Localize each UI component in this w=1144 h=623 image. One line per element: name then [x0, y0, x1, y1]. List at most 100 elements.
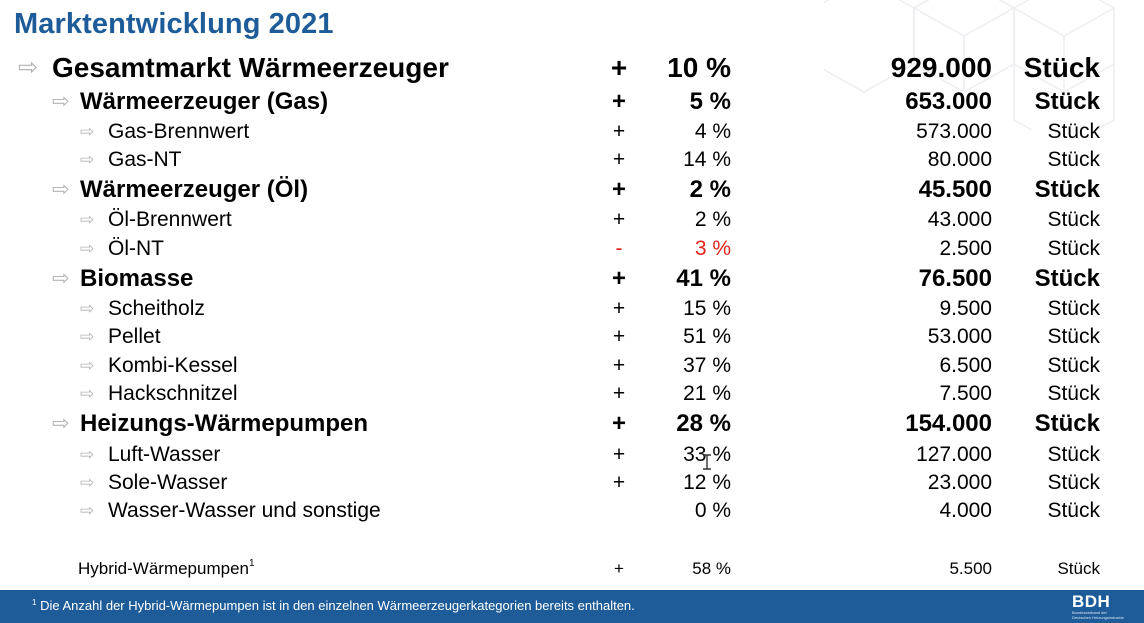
row-sign: + [612, 148, 626, 171]
row-label: Wasser-Wasser und sonstige [108, 499, 381, 522]
footer-bar: 1 Die Anzahl der Hybrid-Wärmepumpen ist … [0, 590, 1144, 623]
table-row: ⇨ Gas-Brennwert + 4 % 573.000 Stück [0, 117, 1144, 147]
row-sign: + [611, 176, 626, 203]
row-unit: Stück [1047, 297, 1100, 320]
row-value: 929.000 [890, 52, 992, 83]
row-sign: + [611, 88, 626, 115]
row-percent: 3 % [694, 237, 731, 260]
row-label: Heizungs-Wärmepumpen [80, 410, 369, 437]
row-label: Hackschnitzel [108, 382, 238, 405]
table-row: ⇨ Öl-Brennwert + 2 % 43.000 Stück [0, 205, 1144, 235]
arrow-right-icon: ⇨ [52, 178, 70, 201]
row-sign: - [615, 237, 623, 260]
row-label: Sole-Wasser [108, 471, 228, 494]
row-unit: Stück [1034, 176, 1100, 203]
row-label: Wärmeerzeuger (Öl) [80, 176, 309, 203]
arrow-right-icon: ⇨ [80, 384, 95, 403]
table-row: ⇨ Gas-NT + 14 % 80.000 Stück [0, 145, 1144, 175]
row-sign: + [612, 120, 626, 143]
row-unit: Stück [1047, 471, 1100, 494]
row-percent: 2 % [694, 208, 731, 231]
footnote-text: Die Anzahl der Hybrid-Wärmepumpen ist in… [40, 598, 635, 613]
row-label: Öl-NT [108, 237, 164, 260]
row-percent: 14 % [683, 148, 731, 171]
row-value: 53.000 [927, 325, 992, 348]
row-unit: Stück [1047, 443, 1100, 466]
row-unit: Stück [1047, 208, 1100, 231]
arrow-right-icon: ⇨ [52, 90, 70, 113]
table-row: ⇨ Kombi-Kessel + 37 % 6.500 Stück [0, 351, 1144, 381]
row-percent: 12 % [683, 471, 731, 494]
row-unit: Stück [1047, 354, 1100, 377]
logo-wordmark: BDH [1072, 592, 1111, 611]
row-sign: + [612, 208, 626, 231]
row-sign: + [614, 559, 624, 578]
row-value: 43.000 [927, 208, 992, 231]
row-percent: 5 % [689, 88, 731, 115]
bdh-logo: BDH Bundesverband der Deutschen Heizungs… [1072, 593, 1136, 621]
row-percent: 0 % [694, 499, 731, 522]
row-value: 6.500 [939, 354, 992, 377]
arrow-right-icon: ⇨ [80, 299, 95, 318]
row-percent: 28 % [676, 410, 731, 437]
row-unit: Stück [1047, 325, 1100, 348]
row-value: 76.500 [918, 265, 992, 292]
row-label: Gesamtmarkt Wärmeerzeuger [52, 52, 449, 83]
arrow-right-icon: ⇨ [80, 501, 95, 520]
logo-subtitle-2: Deutschen Heizungsindustrie [1072, 615, 1125, 620]
page-title: Marktentwicklung 2021 [14, 8, 334, 40]
arrow-right-icon: ⇨ [52, 267, 70, 290]
row-percent: 2 % [689, 176, 731, 203]
table-row: ⇨ Wasser-Wasser und sonstige 0 % 4.000 S… [0, 496, 1144, 526]
row-label: Biomasse [80, 265, 194, 292]
row-value: 7.500 [939, 382, 992, 405]
row-value: 127.000 [916, 443, 992, 466]
arrow-right-icon: ⇨ [52, 412, 70, 435]
logo-subtitle-1: Bundesverband der [1072, 610, 1107, 615]
row-sign: + [612, 297, 626, 320]
row-value: 573.000 [916, 120, 992, 143]
arrow-right-icon: ⇨ [80, 150, 95, 169]
row-label: Luft-Wasser [108, 443, 221, 466]
row-percent: 51 % [683, 325, 731, 348]
table-row: ⇨ Sole-Wasser + 12 % 23.000 Stück [0, 468, 1144, 498]
arrow-right-icon: ⇨ [80, 327, 95, 346]
hexagon-pattern-decoration [824, 0, 1115, 130]
row-value: 9.500 [939, 297, 992, 320]
table-row-negative: ⇨ Öl-NT - 3 % 2.500 Stück [0, 234, 1144, 264]
footnote: 1 Die Anzahl der Hybrid-Wärmepumpen ist … [32, 598, 635, 613]
row-percent: 41 % [676, 265, 731, 292]
row-unit: Stück [1047, 499, 1100, 522]
row-value: 653.000 [905, 88, 992, 115]
row-percent: 58 % [692, 559, 731, 578]
arrow-right-icon: ⇨ [80, 445, 95, 464]
row-unit: Stück [1047, 237, 1100, 260]
row-unit: Stück [1057, 559, 1100, 578]
table-row-gesamtmarkt: ⇨ Gesamtmarkt Wärmeerzeuger + 10 % 929.0… [0, 53, 1144, 83]
row-sign: + [612, 471, 626, 494]
hybrid-label: Hybrid-Wärmepumpen1 [78, 554, 255, 584]
row-value: 23.000 [927, 471, 992, 494]
row-label: Gas-NT [108, 148, 182, 171]
row-sign: + [610, 52, 628, 83]
row-label: Scheitholz [108, 297, 205, 320]
row-percent: 21 % [683, 382, 731, 405]
footnote-marker: 1 [249, 558, 255, 569]
row-unit: Stück [1047, 120, 1100, 143]
table-row-oel: ⇨ Wärmeerzeuger (Öl) + 2 % 45.500 Stück [0, 175, 1144, 205]
row-unit: Stück [1023, 52, 1100, 83]
row-sign: + [611, 410, 626, 437]
row-unit: Stück [1047, 148, 1100, 171]
arrow-right-icon: ⇨ [80, 210, 95, 229]
row-sign: + [612, 325, 626, 348]
row-label: Kombi-Kessel [108, 354, 238, 377]
table-row-gas: ⇨ Wärmeerzeuger (Gas) + 5 % 653.000 Stüc… [0, 87, 1144, 117]
row-label: Gas-Brennwert [108, 120, 250, 143]
row-value: 80.000 [927, 148, 992, 171]
row-sign: + [612, 354, 626, 377]
row-label: Pellet [108, 325, 161, 348]
footnote-number: 1 [32, 598, 37, 607]
row-unit: Stück [1034, 88, 1100, 115]
row-label: Wärmeerzeuger (Gas) [80, 88, 329, 115]
table-row: ⇨ Hackschnitzel + 21 % 7.500 Stück [0, 379, 1144, 409]
